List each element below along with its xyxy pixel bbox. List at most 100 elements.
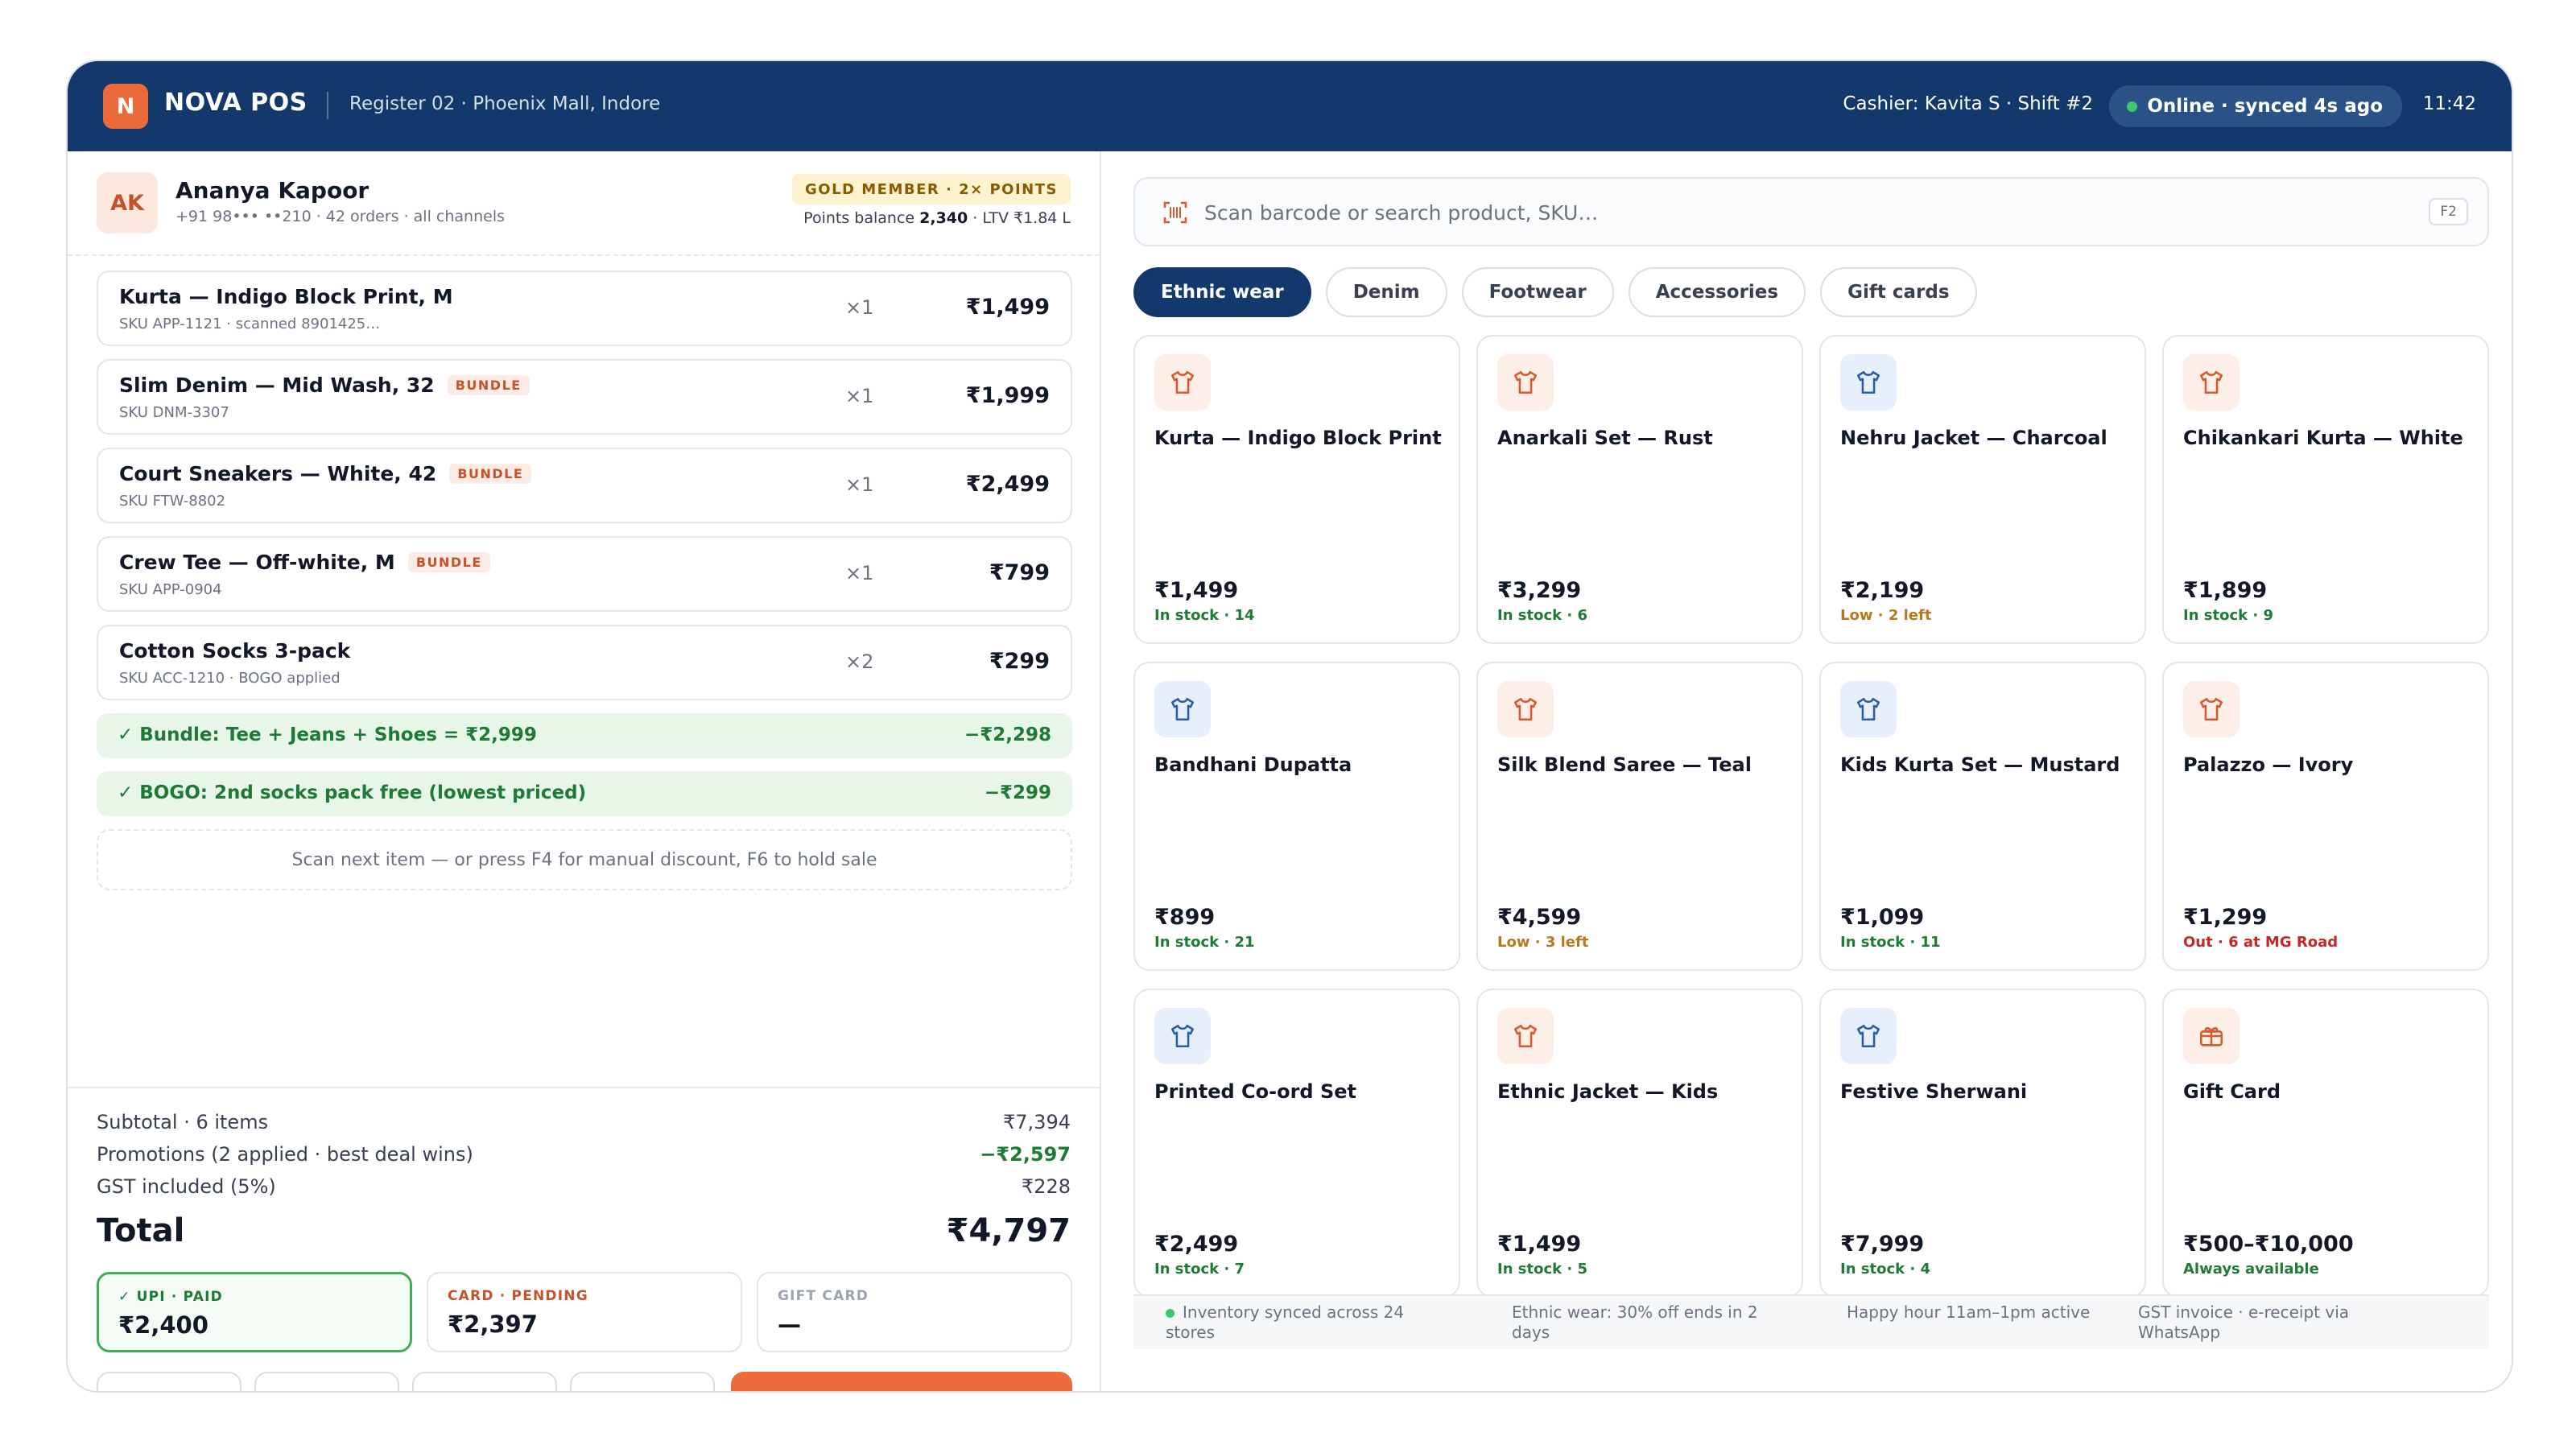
footer-happy-hour: Happy hour 11am–1pm active [1847, 1302, 2091, 1322]
product-stock: In stock · 7 [1154, 1261, 1245, 1278]
customer-name[interactable]: Ananya Kapoor [175, 177, 369, 204]
sync-dot-icon [1166, 1309, 1174, 1318]
sync-status-pill[interactable]: Online · synced 4s ago [2109, 85, 2402, 127]
cart-item-price: ₹1,499 [965, 295, 1050, 320]
payment-label: CARD · PENDING [448, 1288, 588, 1304]
footer-gst-info: GST invoice · e-receipt via WhatsApp [2138, 1302, 2350, 1342]
promo-row[interactable]: ✓ Bundle: Tee + Jeans + Shoes = ₹2,999 −… [97, 713, 1072, 758]
cart-item-name-row: Court Sneakers — White, 42 BUNDLE [119, 462, 532, 485]
customer-divider [68, 254, 1100, 256]
product-price: ₹1,299 [2183, 905, 2268, 930]
charge-button[interactable]: Charge ₹2,397 · Card [731, 1372, 1072, 1391]
exchange-button[interactable]: Exchange [412, 1372, 557, 1391]
search-bar[interactable]: F2 [1133, 177, 2489, 246]
panel-divider [1100, 151, 1101, 1391]
category-tab-denim[interactable]: Denim [1325, 267, 1447, 317]
customer-avatar[interactable]: AK [97, 172, 158, 233]
product-card[interactable]: Silk Blend Saree — Teal ₹4,599 Low · 3 l… [1476, 662, 1803, 971]
product-price: ₹1,099 [1840, 905, 1925, 930]
cart-item[interactable]: Court Sneakers — White, 42 BUNDLE SKU FTW… [97, 448, 1072, 523]
shirt-icon [1154, 681, 1211, 737]
search-input[interactable] [1204, 193, 2380, 232]
total-label: Total [97, 1212, 185, 1249]
total-value: ₹4,797 [946, 1212, 1071, 1249]
hold-button[interactable]: Hold [97, 1372, 242, 1391]
category-tab-accessories[interactable]: Accessories [1628, 267, 1806, 317]
cart-item-name: Slim Denim — Mid Wash, 32 [119, 374, 435, 397]
top-header: N NOVA POS Register 02 · Phoenix Mall, I… [68, 61, 2512, 151]
promo-amount: −₹299 [984, 782, 1051, 803]
product-stock: In stock · 4 [1840, 1261, 1930, 1278]
cart-item[interactable]: Slim Denim — Mid Wash, 32 BUNDLE SKU DNM-… [97, 359, 1072, 435]
cart-item-name-row: Slim Denim — Mid Wash, 32 BUNDLE [119, 374, 530, 397]
customer-meta: +91 98••• ••210 · 42 orders · all channe… [175, 208, 505, 225]
cart-item-sku: SKU APP-0904 [119, 581, 222, 598]
cashier-shift: Cashier: Kavita S · Shift #2 [1843, 93, 2093, 114]
gift-card-icon [2183, 1008, 2240, 1064]
cart-item-name: Court Sneakers — White, 42 [119, 462, 437, 485]
product-stock: In stock · 14 [1154, 607, 1255, 624]
product-card[interactable]: Kurta — Indigo Block Print ₹1,499 In sto… [1133, 335, 1460, 644]
shirt-icon [1840, 681, 1897, 737]
payment-gift-card-tile[interactable]: GIFT CARD — [757, 1272, 1072, 1352]
grand-total-row: Total ₹4,797 [97, 1212, 1071, 1249]
product-card[interactable]: Palazzo — Ivory ₹1,299 Out · 6 at MG Roa… [2162, 662, 2489, 971]
cart-item-sku: SKU FTW-8802 [119, 493, 226, 510]
cart-item[interactable]: Crew Tee — Off-white, M BUNDLE SKU APP-09… [97, 536, 1072, 612]
cart-item-name-row: Crew Tee — Off-white, M BUNDLE [119, 551, 490, 574]
cart-item-qty[interactable]: ×2 [845, 650, 874, 673]
void-button[interactable]: Void [570, 1372, 715, 1391]
points-suffix: · LTV ₹1.84 L [968, 209, 1071, 227]
product-card[interactable]: Chikankari Kurta — White ₹1,899 In stock… [2162, 335, 2489, 644]
cart-item[interactable]: Cotton Socks 3-pack SKU ACC-1210 · BOGO … [97, 625, 1072, 700]
brand-logo: N [103, 84, 148, 129]
bundle-badge: BUNDLE [407, 552, 490, 572]
cart-item-price: ₹799 [989, 560, 1050, 585]
promo-label: ✓ BOGO: 2nd socks pack free (lowest pric… [118, 782, 587, 803]
shirt-icon [2183, 681, 2240, 737]
product-stock: In stock · 11 [1840, 934, 1941, 951]
promo-amount: −₹2,298 [964, 724, 1051, 745]
category-tab-gift-cards[interactable]: Gift cards [1820, 267, 1977, 317]
shirt-icon [1154, 1008, 1211, 1064]
gst-label: GST included (5%) [97, 1175, 276, 1198]
cart-item-sku: SKU ACC-1210 · BOGO applied [119, 670, 341, 687]
cart-item-qty[interactable]: ×1 [845, 296, 874, 319]
return-button[interactable]: Return [254, 1372, 399, 1391]
promo-row[interactable]: ✓ BOGO: 2nd socks pack free (lowest pric… [97, 771, 1072, 816]
payment-upi-tile[interactable]: ✓ UPI · PAID ₹2,400 [97, 1272, 412, 1352]
payment-value: ₹2,400 [118, 1311, 208, 1339]
cart-item-qty[interactable]: ×1 [845, 562, 874, 584]
product-card[interactable]: Ethnic Jacket — Kids ₹1,499 In stock · 5 [1476, 989, 1803, 1298]
product-card[interactable]: Printed Co-ord Set ₹2,499 In stock · 7 [1133, 989, 1460, 1298]
category-tab-footwear[interactable]: Footwear [1461, 267, 1614, 317]
product-price: ₹7,999 [1840, 1232, 1925, 1257]
cart-item-name: Kurta — Indigo Block Print, M [119, 285, 453, 308]
category-tab-ethnic-wear[interactable]: Ethnic wear [1133, 267, 1311, 317]
payment-label: ✓ UPI · PAID [118, 1289, 223, 1305]
shirt-icon [1497, 1008, 1554, 1064]
product-card[interactable]: Anarkali Set — Rust ₹3,299 In stock · 6 [1476, 335, 1803, 644]
cart-item-qty[interactable]: ×1 [845, 473, 874, 496]
product-stock: In stock · 5 [1497, 1261, 1587, 1278]
product-card[interactable]: Gift Card ₹500–₹10,000 Always available [2162, 989, 2489, 1298]
promotions-label: Promotions (2 applied · best deal wins) [97, 1143, 473, 1166]
product-stock: In stock · 9 [2183, 607, 2273, 624]
product-name: Kids Kurta Set — Mustard [1840, 753, 2120, 776]
sync-status-text: Online · synced 4s ago [2147, 96, 2383, 117]
product-card[interactable]: Bandhani Dupatta ₹899 In stock · 21 [1133, 662, 1460, 971]
product-card[interactable]: Kids Kurta Set — Mustard ₹1,099 In stock… [1819, 662, 2146, 971]
product-name: Gift Card [2183, 1080, 2281, 1103]
cart-item-qty[interactable]: ×1 [845, 385, 874, 407]
cart-item[interactable]: Kurta — Indigo Block Print, M SKU APP-11… [97, 270, 1072, 346]
bundle-badge: BUNDLE [447, 375, 530, 395]
barcode-scan-icon[interactable] [1162, 200, 1188, 225]
product-price: ₹1,499 [1497, 1232, 1582, 1257]
brand-name: NOVA POS [164, 89, 308, 117]
payment-card-tile[interactable]: CARD · PENDING ₹2,397 [427, 1272, 742, 1352]
product-card[interactable]: Nehru Jacket — Charcoal ₹2,199 Low · 2 l… [1819, 335, 2146, 644]
product-card[interactable]: Festive Sherwani ₹7,999 In stock · 4 [1819, 989, 2146, 1298]
cart-item-price: ₹299 [989, 649, 1050, 674]
cart-item-name: Crew Tee — Off-white, M [119, 551, 395, 574]
product-price: ₹2,199 [1840, 578, 1925, 603]
